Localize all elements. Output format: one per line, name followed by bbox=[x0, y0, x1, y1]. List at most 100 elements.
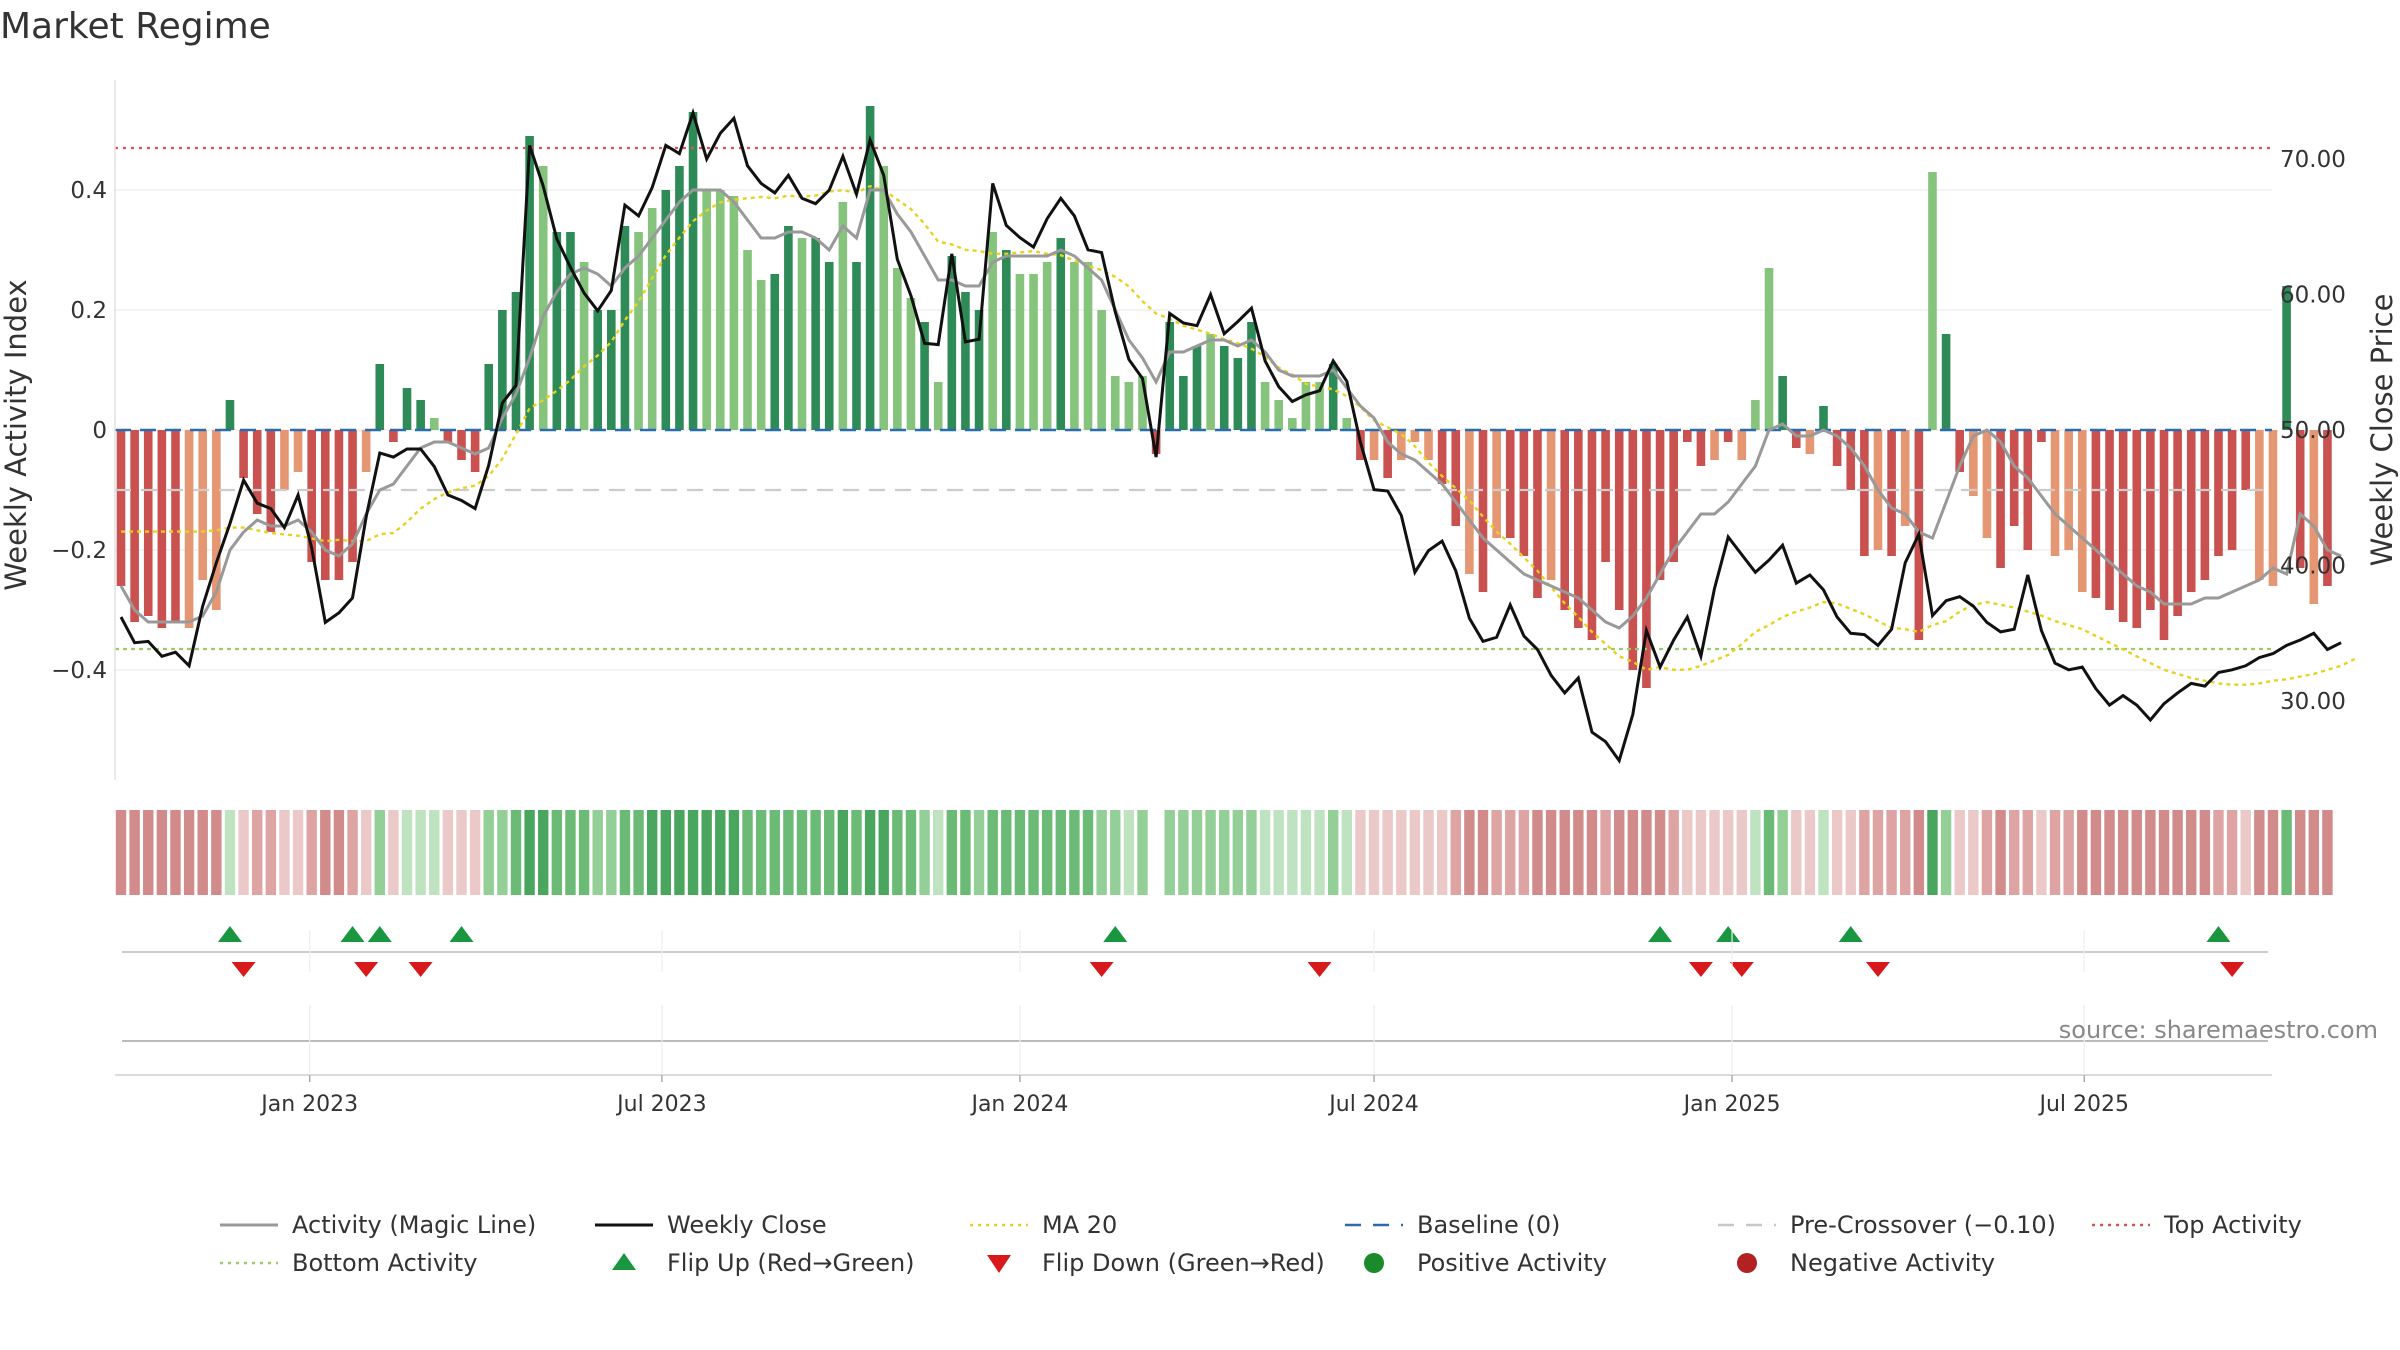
activity-bar bbox=[634, 232, 643, 430]
regime-band-cell bbox=[1028, 810, 1039, 895]
activity-bar bbox=[620, 226, 630, 430]
regime-band-cell bbox=[933, 810, 944, 895]
activity-bar bbox=[1791, 430, 1801, 448]
x-tick-label: Jul 2024 bbox=[1327, 1092, 1419, 1117]
activity-bar bbox=[198, 430, 208, 580]
activity-bar bbox=[1097, 310, 1106, 430]
y-right-tick: 70.00 bbox=[2280, 147, 2346, 173]
regime-band-cell bbox=[2090, 810, 2102, 895]
activity-bar bbox=[920, 322, 929, 430]
regime-band-cell bbox=[946, 810, 958, 895]
activity-bar bbox=[1737, 430, 1747, 460]
activity-bar bbox=[2200, 430, 2210, 580]
activity-bar bbox=[906, 298, 916, 430]
regime-band-cell bbox=[1940, 810, 1952, 895]
lower-panel bbox=[115, 1005, 2272, 1076]
regime-band-cell bbox=[1014, 810, 1026, 895]
activity-bar bbox=[1315, 382, 1324, 430]
flip-up-marker bbox=[367, 926, 392, 942]
regime-band-cell bbox=[2063, 810, 2074, 895]
activity-bar bbox=[1819, 406, 1828, 430]
weekly-close-line bbox=[119, 107, 2342, 764]
regime-band-cell bbox=[1954, 810, 1965, 895]
activity-bar bbox=[974, 310, 984, 430]
regime-band-cell bbox=[265, 810, 277, 895]
legend-item: Weekly Close bbox=[595, 1211, 827, 1239]
flip-down-marker bbox=[1089, 962, 1114, 977]
activity-bar bbox=[1274, 400, 1283, 430]
regime-band-cell bbox=[1505, 810, 1516, 895]
y-right-tick: 60.00 bbox=[2280, 283, 2346, 309]
regime-band-cell bbox=[646, 810, 658, 895]
activity-bar bbox=[1696, 430, 1706, 466]
legend-item: Pre-Crossover (−0.10) bbox=[1718, 1211, 2056, 1239]
activity-bar bbox=[2282, 286, 2291, 430]
activity-bar bbox=[293, 430, 303, 472]
activity-bar bbox=[143, 430, 153, 616]
regime-band-cell bbox=[728, 810, 740, 895]
regime-band-cell bbox=[1096, 810, 1107, 895]
regime-band-cell bbox=[115, 810, 127, 895]
legend-item: Activity (Magic Line) bbox=[220, 1211, 536, 1239]
regime-band-cell bbox=[429, 810, 440, 895]
regime-band-cell bbox=[456, 810, 467, 895]
legend-item: Positive Activity bbox=[1364, 1249, 1607, 1277]
regime-band-cell bbox=[1355, 810, 1366, 895]
activity-bar bbox=[2105, 430, 2114, 610]
regime-band-cell bbox=[1545, 810, 1557, 895]
activity-bar bbox=[280, 430, 289, 490]
activity-bar bbox=[770, 274, 780, 430]
regime-band-cell bbox=[1913, 810, 1925, 895]
regime-band-cell bbox=[1287, 810, 1298, 895]
regime-band-cell bbox=[1300, 810, 1312, 895]
regime-band-cell bbox=[1178, 810, 1189, 895]
activity-bar bbox=[525, 136, 534, 430]
legend-item: Top Activity bbox=[2092, 1211, 2302, 1239]
legend-item: Flip Down (Green→Red) bbox=[987, 1249, 1325, 1277]
legend-label: Activity (Magic Line) bbox=[292, 1211, 536, 1239]
regime-band-cell bbox=[1709, 810, 1720, 895]
regime-band-cell bbox=[1409, 810, 1421, 895]
regime-band-cell bbox=[837, 810, 849, 895]
regime-band-cell bbox=[878, 810, 889, 895]
legend-label: Bottom Activity bbox=[292, 1249, 477, 1277]
y-left-tick: 0 bbox=[92, 418, 107, 444]
source-label: source: sharemaestro.com bbox=[2059, 1016, 2378, 1044]
x-tick-label: Jan 2023 bbox=[259, 1092, 358, 1117]
y-left-tick: 0.2 bbox=[70, 298, 107, 324]
y-right-tick: 30.00 bbox=[2280, 689, 2346, 715]
regime-band-cell bbox=[183, 810, 195, 895]
y-left-label: Weekly Activity Index bbox=[0, 279, 33, 590]
regime-band-cell bbox=[1491, 810, 1502, 895]
flip-down-marker bbox=[1729, 962, 1754, 977]
activity-bar bbox=[729, 196, 739, 430]
flip-markers bbox=[122, 926, 2268, 977]
regime-band-cell bbox=[1791, 810, 1802, 895]
activity-bar bbox=[334, 430, 344, 580]
activity-bar bbox=[647, 208, 657, 430]
regime-band-cell bbox=[1600, 810, 1611, 895]
regime-band-cell bbox=[1137, 810, 1148, 895]
activity-bar bbox=[607, 310, 616, 430]
activity-bar bbox=[688, 112, 698, 430]
flip-down-marker bbox=[408, 962, 433, 977]
y-left-tick: 0.4 bbox=[70, 178, 107, 204]
activity-bar bbox=[1138, 376, 1147, 430]
y-right-label: Weekly Close Price bbox=[2365, 294, 2399, 567]
y-left-tick: −0.4 bbox=[51, 658, 107, 684]
regime-band-cell bbox=[769, 810, 780, 895]
activity-bar bbox=[1723, 430, 1733, 442]
activity-bar bbox=[361, 430, 371, 472]
regime-band-cell bbox=[1382, 810, 1393, 895]
regime-band-cell bbox=[1477, 810, 1489, 895]
regime-band-cell bbox=[1968, 810, 1979, 895]
regime-band-cell bbox=[252, 810, 263, 895]
regime-band-cell bbox=[1859, 810, 1870, 895]
regime-band-cell bbox=[2281, 810, 2292, 895]
activity-bar bbox=[1192, 346, 1202, 430]
legend-label: Flip Down (Green→Red) bbox=[1042, 1249, 1325, 1277]
activity-bar bbox=[2050, 430, 2060, 556]
regime-band-cell bbox=[1831, 810, 1843, 895]
activity-bar bbox=[1560, 430, 1570, 610]
regime-band-cell bbox=[1668, 810, 1679, 895]
